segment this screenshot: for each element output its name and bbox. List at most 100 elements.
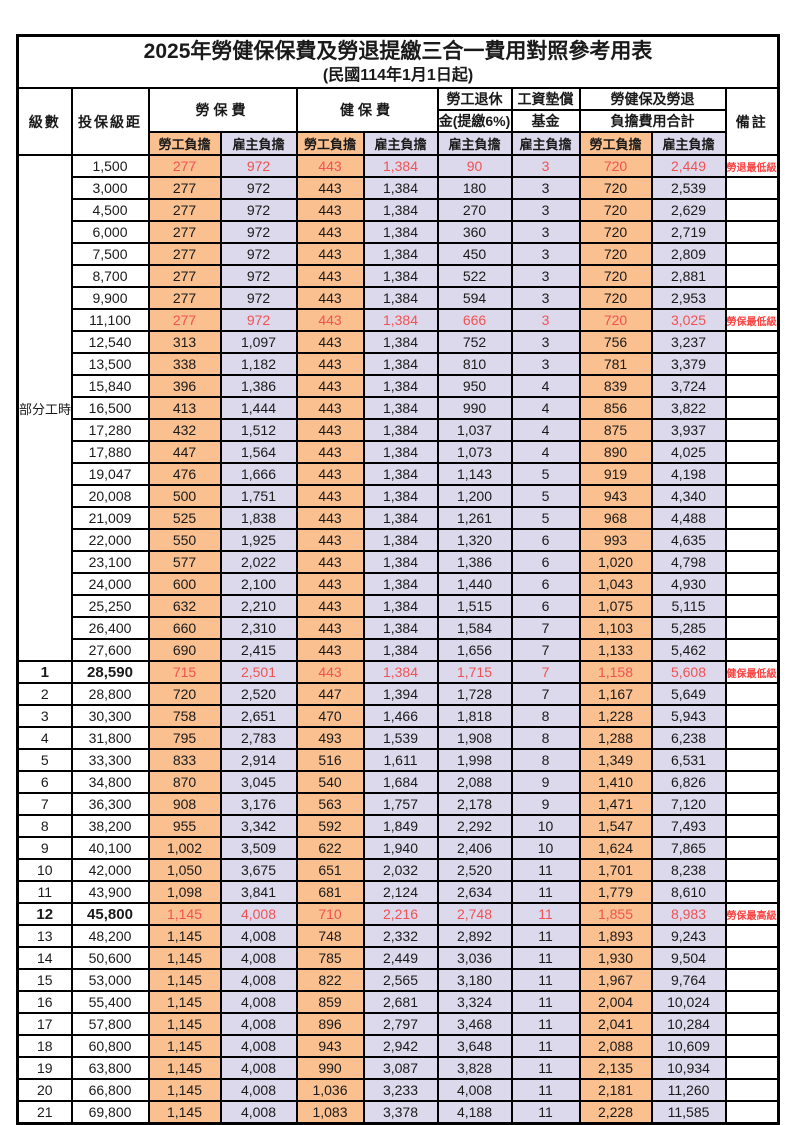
- cell-level: 6: [16, 770, 73, 794]
- cell-salary-bracket: 4,500: [70, 198, 150, 222]
- cell-salary-bracket: 6,000: [70, 220, 150, 244]
- cell-total-employer: 3,724: [650, 374, 727, 398]
- header-health-fee: 健保費: [295, 87, 439, 133]
- cell-wage-fund-employer: 11: [510, 1078, 581, 1102]
- cell-health-employer: 1,384: [362, 374, 439, 398]
- cell-total-employee: 1,471: [578, 792, 653, 816]
- cell-labor-employer: 2,100: [219, 572, 298, 596]
- cell-level: 2: [16, 682, 73, 706]
- cell-note: [724, 858, 780, 882]
- cell-note: [724, 176, 780, 200]
- cell-total-employee: 1,167: [578, 682, 653, 706]
- cell-total-employee: 2,181: [578, 1078, 653, 1102]
- cell-health-employee: 443: [295, 550, 365, 574]
- cell-total-employee: 1,855: [578, 902, 653, 926]
- cell-total-employee: 720: [578, 220, 653, 244]
- subheader-health-employer: 雇主負擔: [362, 131, 439, 156]
- cell-total-employer: 2,449: [650, 154, 727, 178]
- cell-labor-employer: 3,342: [219, 814, 298, 838]
- cell-pension-employer: 1,073: [436, 440, 513, 464]
- cell-health-employee: 443: [295, 308, 365, 332]
- cell-pension-employer: 3,828: [436, 1056, 513, 1080]
- header-salary-bracket: 投保級距: [70, 87, 150, 156]
- cell-health-employee: 443: [295, 418, 365, 442]
- cell-total-employee: 1,410: [578, 770, 653, 794]
- cell-salary-bracket: 55,400: [70, 990, 150, 1014]
- header-row-2: 金(提繳6%) 基金 負擔費用合計: [18, 109, 779, 133]
- cell-total-employer: 3,822: [650, 396, 727, 420]
- cell-total-employer: 4,198: [650, 462, 727, 486]
- cell-wage-fund-employer: 3: [510, 176, 581, 200]
- cell-total-employee: 2,228: [578, 1100, 653, 1125]
- cell-health-employer: 2,032: [362, 858, 439, 882]
- cell-wage-fund-employer: 10: [510, 814, 581, 838]
- header-total-line2: 負擔費用合計: [578, 109, 727, 133]
- cell-labor-employee: 338: [147, 352, 222, 376]
- cell-wage-fund-employer: 9: [510, 792, 581, 816]
- subheader-labor-employer: 雇主負擔: [219, 131, 298, 156]
- table-row: 24,000 600 2,100 443 1,384 1,440 6 1,043 4,930: [18, 572, 780, 596]
- cell-level: 9: [16, 836, 73, 860]
- cell-total-employer: 5,285: [650, 616, 727, 640]
- cell-health-employee: 822: [295, 968, 365, 992]
- table-row: 4 31,800 795 2,783 493 1,539 1,908 8 1,288 6,238: [16, 726, 780, 750]
- cell-note: [724, 616, 780, 640]
- cell-wage-fund-employer: 11: [510, 880, 581, 904]
- cell-health-employee: 592: [295, 814, 365, 838]
- cell-note: [724, 220, 780, 244]
- cell-health-employer: 1,384: [362, 506, 439, 530]
- cell-level: 18: [16, 1034, 73, 1058]
- table-row: 16,500 413 1,444 443 1,384 990 4 856 3,822: [18, 396, 780, 420]
- cell-labor-employee: 1,050: [147, 858, 222, 882]
- cell-wage-fund-employer: 3: [510, 308, 581, 332]
- cell-wage-fund-employer: 11: [510, 1012, 581, 1036]
- cell-wage-fund-employer: 7: [510, 638, 581, 662]
- cell-health-employee: 896: [295, 1012, 365, 1036]
- cell-total-employer: 10,284: [650, 1012, 727, 1036]
- cell-wage-fund-employer: 11: [510, 858, 581, 882]
- cell-note: [724, 814, 780, 838]
- cell-total-employee: 720: [578, 242, 653, 266]
- cell-labor-employee: 690: [147, 638, 222, 662]
- cell-health-employer: 1,384: [362, 176, 439, 200]
- cell-labor-employer: 972: [219, 242, 298, 266]
- cell-labor-employee: 277: [147, 176, 222, 200]
- cell-health-employer: 1,384: [362, 462, 439, 486]
- cell-salary-bracket: 40,100: [70, 836, 150, 860]
- table-row: 9 40,100 1,002 3,509 622 1,940 2,406 10 1,624 7,8…: [16, 836, 780, 860]
- part-time-label: 部分工時: [16, 154, 73, 662]
- cell-total-employee: 875: [578, 418, 653, 442]
- cell-total-employer: 3,379: [650, 352, 727, 376]
- cell-health-employee: 1,083: [295, 1100, 365, 1125]
- cell-total-employee: 856: [578, 396, 653, 420]
- cell-health-employee: 493: [295, 726, 365, 750]
- cell-salary-bracket: 60,800: [70, 1034, 150, 1058]
- cell-total-employer: 2,719: [650, 220, 727, 244]
- cell-salary-bracket: 50,600: [70, 946, 150, 970]
- cell-health-employer: 1,384: [362, 242, 439, 266]
- cell-total-employer: 7,120: [650, 792, 727, 816]
- cell-note: 勞保最低級距: [724, 308, 780, 332]
- cell-level: 21: [16, 1100, 73, 1125]
- cell-labor-employer: 2,520: [219, 682, 298, 706]
- table-row: 17,880 447 1,564 443 1,384 1,073 4 890 4,025: [18, 440, 780, 464]
- cell-labor-employee: 632: [147, 594, 222, 618]
- table-title-block: 2025年勞健保保費及勞退提繳三合一費用對照參考用表 (民國114年1月1日起): [16, 34, 780, 89]
- cell-labor-employer: 1,666: [219, 462, 298, 486]
- cell-note: [724, 1100, 780, 1125]
- cell-labor-employer: 4,008: [219, 1034, 298, 1058]
- cell-health-employer: 1,384: [362, 220, 439, 244]
- cell-labor-employee: 500: [147, 484, 222, 508]
- cell-pension-employer: 3,648: [436, 1034, 513, 1058]
- cell-note: [724, 1012, 780, 1036]
- cell-labor-employee: 1,002: [147, 836, 222, 860]
- cell-health-employee: 990: [295, 1056, 365, 1080]
- cell-level: 20: [16, 1078, 73, 1102]
- cell-labor-employer: 1,386: [219, 374, 298, 398]
- cell-health-employer: 1,384: [362, 440, 439, 464]
- cell-total-employer: 8,983: [650, 902, 727, 926]
- cell-labor-employee: 955: [147, 814, 222, 838]
- cell-health-employer: 1,384: [362, 528, 439, 552]
- cell-total-employer: 10,609: [650, 1034, 727, 1058]
- cell-labor-employee: 313: [147, 330, 222, 354]
